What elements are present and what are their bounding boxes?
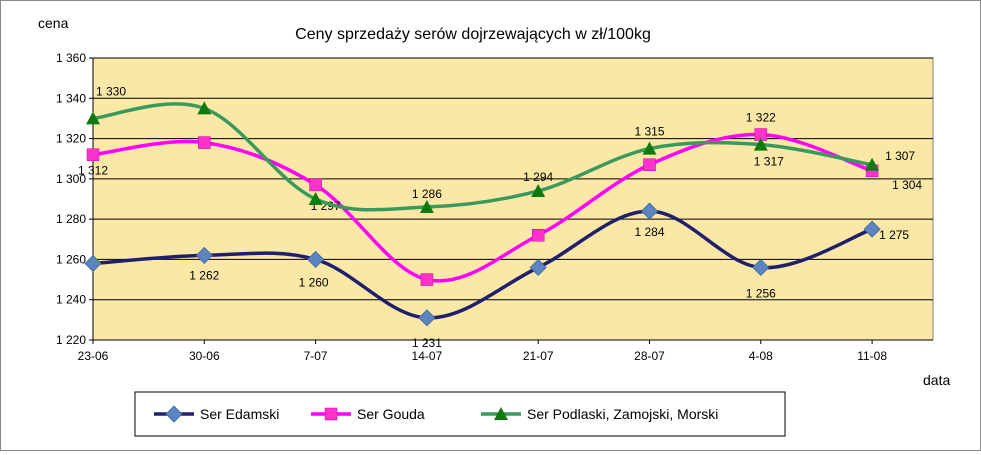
data-label: 1 315 bbox=[634, 125, 664, 139]
data-point-ser-gouda bbox=[531, 229, 545, 242]
legend-label: Ser Edamski bbox=[200, 406, 279, 422]
data-point-ser-edamski bbox=[640, 202, 659, 220]
data-label: 1 330 bbox=[96, 84, 126, 98]
x-axis-label: data bbox=[923, 372, 950, 388]
data-point-ser-podlaski-zamojski-morski bbox=[86, 111, 100, 125]
data-label: 1 304 bbox=[892, 178, 922, 192]
legend-box bbox=[134, 391, 786, 437]
x-tick-label: 4-08 bbox=[749, 349, 773, 363]
x-tick-label: 28-07 bbox=[634, 349, 665, 363]
data-label: 1 231 bbox=[412, 336, 442, 350]
data-label: 1 256 bbox=[746, 286, 776, 300]
data-point-ser-edamski bbox=[752, 258, 770, 277]
data-label: 1 317 bbox=[754, 155, 784, 169]
plot-area: 1 220 1 240 1 260 1 280 1 300 1 320 1 340 1 360… bbox=[56, 51, 934, 363]
y-tick-label: 1 360 bbox=[56, 51, 86, 65]
series-line-ser-edamski bbox=[92, 209, 873, 320]
x-tick-label: 11-08 bbox=[857, 349, 887, 363]
data-point-ser-gouda bbox=[198, 136, 211, 149]
x-tick-label: 14-07 bbox=[412, 349, 443, 363]
data-label: 1 284 bbox=[634, 225, 664, 239]
x-tick-label: 21-07 bbox=[523, 349, 554, 363]
data-point-ser-podlaski-zamojski-morski bbox=[531, 183, 546, 197]
legend-marker bbox=[165, 405, 183, 423]
series-line-ser-gouda bbox=[92, 132, 873, 283]
x-tick-label: 30-06 bbox=[189, 349, 220, 363]
chart-title: Ceny sprzedaży serów dojrzewających w zł… bbox=[295, 26, 651, 43]
data-point-ser-podlaski-zamojski-morski bbox=[642, 141, 657, 155]
y-axis-label: cena bbox=[38, 15, 69, 31]
data-point-ser-edamski bbox=[529, 258, 547, 277]
legend-marker bbox=[324, 407, 338, 421]
legend-label: Ser Podlaski, Zamojski, Morski bbox=[527, 406, 718, 422]
data-label: 1 260 bbox=[299, 275, 329, 289]
data-point-ser-podlaski-zamojski-morski bbox=[753, 137, 768, 151]
data-point-ser-edamski bbox=[418, 309, 436, 327]
legend-label: Ser Gouda bbox=[357, 406, 425, 422]
data-label: 1 294 bbox=[523, 170, 553, 184]
data-point-ser-edamski bbox=[307, 250, 325, 268]
data-point-ser-edamski bbox=[195, 246, 213, 264]
legend-marker bbox=[494, 407, 508, 420]
data-point-ser-podlaski-zamojski-morski bbox=[865, 157, 880, 171]
data-point-ser-podlaski-zamojski-morski bbox=[197, 101, 212, 115]
y-tick-label: 1 240 bbox=[56, 293, 86, 307]
data-label: 1 262 bbox=[189, 268, 219, 282]
data-label: 1 322 bbox=[746, 111, 776, 125]
data-point-ser-podlaski-zamojski-morski bbox=[308, 192, 323, 205]
data-point-ser-podlaski-zamojski-morski bbox=[419, 200, 434, 214]
y-tick-label: 1 280 bbox=[56, 212, 86, 226]
y-tick-label: 1 260 bbox=[56, 252, 86, 266]
y-tick-label: 1 320 bbox=[56, 132, 86, 146]
plot-background bbox=[92, 57, 934, 341]
x-tick-label: 23-06 bbox=[78, 349, 109, 363]
data-label: 1 312 bbox=[78, 164, 108, 178]
data-point-ser-gouda bbox=[86, 148, 100, 161]
data-point-ser-gouda bbox=[309, 178, 322, 192]
data-point-ser-gouda bbox=[643, 158, 656, 172]
y-tick-label: 1 220 bbox=[56, 333, 86, 347]
data-label: 1 307 bbox=[885, 149, 915, 163]
data-point-ser-gouda bbox=[420, 273, 434, 286]
y-tick-label: 1 340 bbox=[56, 91, 86, 105]
legend: Ser Edamski Ser Gouda Ser Podlaski, Zamojs… bbox=[134, 391, 786, 437]
data-label: 1 286 bbox=[412, 187, 442, 201]
data-label: 1 275 bbox=[879, 228, 909, 242]
x-tick-label: 7-07 bbox=[304, 349, 328, 363]
data-point-ser-edamski bbox=[863, 220, 881, 238]
data-point-ser-edamski bbox=[84, 254, 102, 273]
y-tick-label: 1 300 bbox=[56, 172, 86, 186]
series-line-ser-podlaski-zamojski-morski bbox=[92, 102, 873, 212]
